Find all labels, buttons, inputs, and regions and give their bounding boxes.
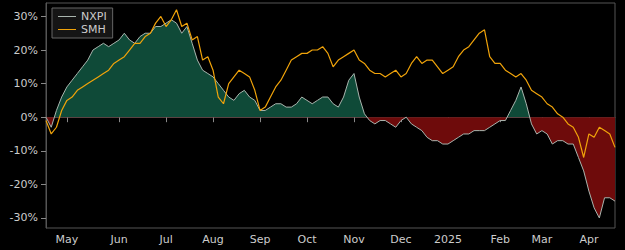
svg-text:Nov: Nov — [343, 233, 365, 246]
svg-text:20%: 20% — [14, 44, 38, 57]
svg-text:Sep: Sep — [250, 233, 271, 246]
svg-text:-10%: -10% — [10, 144, 38, 157]
svg-text:Aug: Aug — [202, 233, 223, 246]
svg-text:SMH: SMH — [81, 23, 106, 36]
svg-text:30%: 30% — [14, 10, 38, 23]
svg-text:Jul: Jul — [158, 233, 172, 246]
svg-text:Jun: Jun — [109, 233, 127, 246]
svg-text:2025: 2025 — [434, 233, 462, 246]
svg-text:Apr: Apr — [579, 233, 599, 246]
svg-text:-30%: -30% — [10, 211, 38, 224]
svg-text:May: May — [56, 233, 79, 246]
svg-text:Mar: Mar — [532, 233, 553, 246]
svg-text:Dec: Dec — [390, 233, 411, 246]
svg-text:Oct: Oct — [297, 233, 317, 246]
svg-text:-20%: -20% — [10, 178, 38, 191]
svg-text:10%: 10% — [14, 77, 38, 90]
svg-text:0%: 0% — [21, 111, 38, 124]
svg-text:Feb: Feb — [490, 233, 509, 246]
svg-text:NXPI: NXPI — [81, 10, 107, 23]
